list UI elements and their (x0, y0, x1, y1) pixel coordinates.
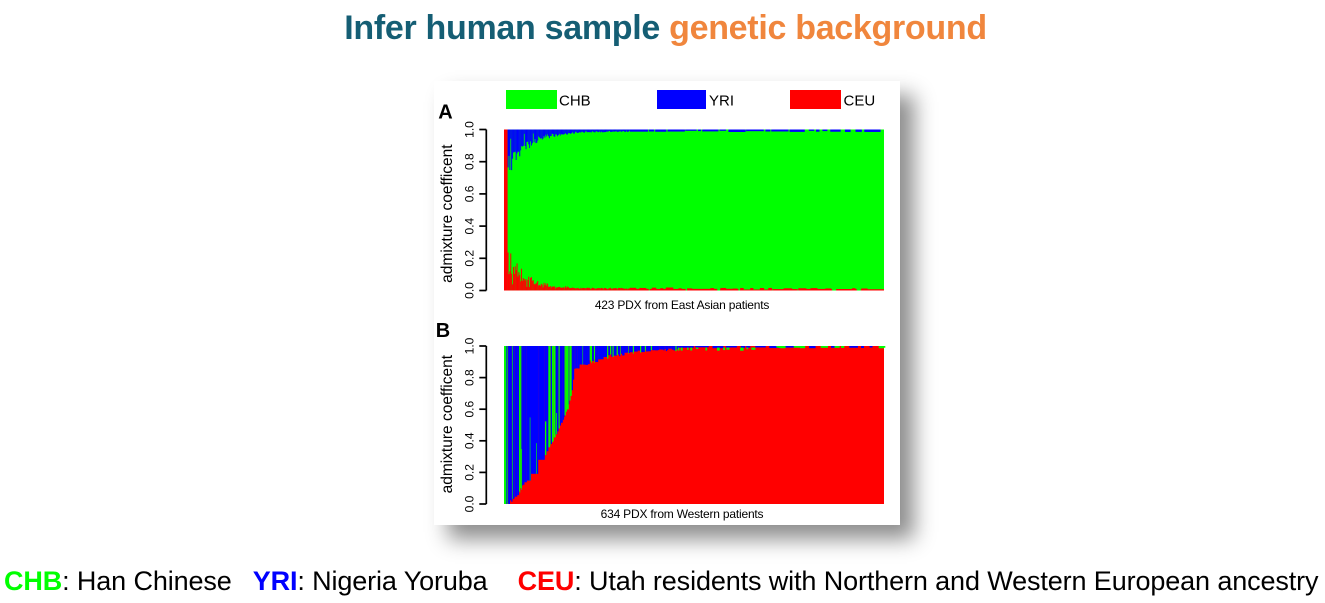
svg-text:admixture coefficent: admixture coefficent (439, 144, 456, 283)
svg-text:423 PDX from East Asian patien: 423 PDX from East Asian patients (595, 298, 770, 312)
svg-text:CEU: CEU (844, 93, 876, 110)
svg-text:A: A (438, 102, 452, 124)
svg-text:0.6: 0.6 (463, 401, 477, 418)
svg-text:0.2: 0.2 (463, 250, 477, 267)
svg-text:CHB: CHB (559, 93, 591, 110)
svg-text:0.6: 0.6 (463, 185, 477, 202)
svg-text:admixture coefficent: admixture coefficent (439, 354, 456, 493)
svg-text:1.0: 1.0 (463, 121, 477, 138)
svg-text:1.0: 1.0 (463, 337, 477, 354)
svg-text:0.8: 0.8 (463, 153, 477, 170)
svg-text:0.8: 0.8 (463, 369, 477, 386)
svg-text:YRI: YRI (709, 93, 734, 110)
svg-text:634 PDX from Western patients: 634 PDX from Western patients (601, 507, 764, 521)
svg-text:B: B (436, 320, 450, 342)
svg-text:0.2: 0.2 (463, 464, 477, 481)
svg-text:0.0: 0.0 (463, 495, 477, 512)
svg-text:0.4: 0.4 (463, 217, 477, 234)
svg-text:0.4: 0.4 (463, 432, 477, 449)
svg-text:0.0: 0.0 (463, 282, 477, 299)
